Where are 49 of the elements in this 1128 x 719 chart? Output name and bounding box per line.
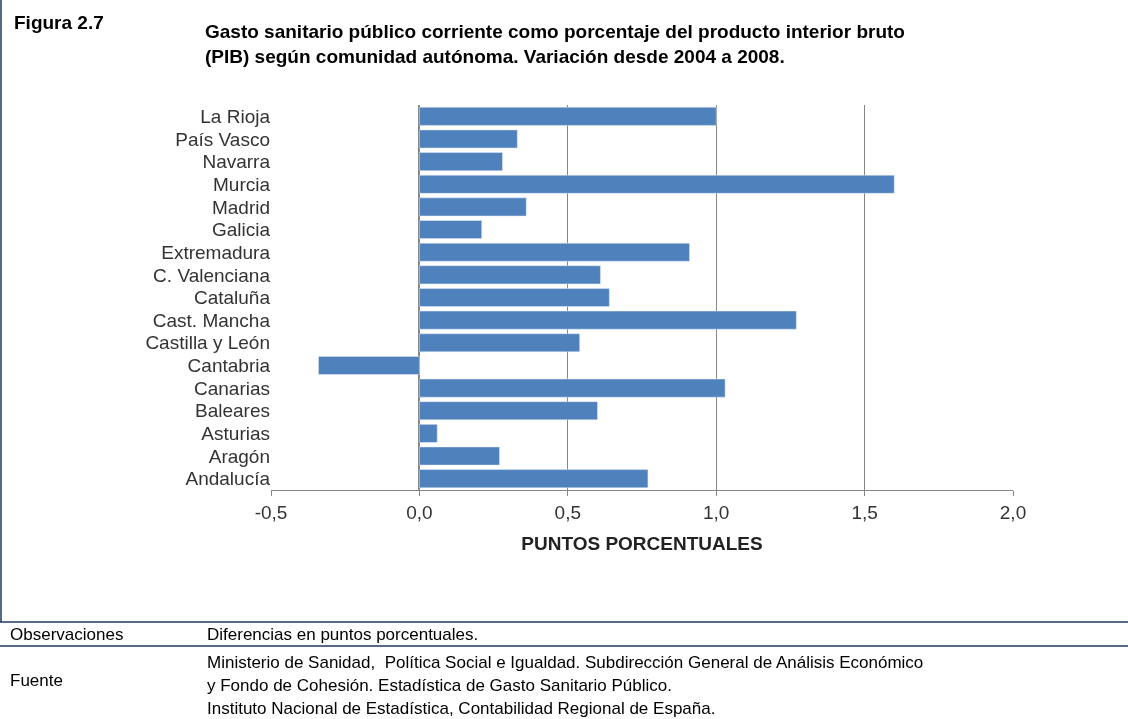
- text: Figura 2.7: [14, 12, 104, 33]
- y-tick-label: Castilla y León: [145, 332, 270, 354]
- y-tick-label: Andalucía: [185, 468, 271, 490]
- x-tick-label: -0,5: [254, 501, 288, 523]
- bar: [419, 288, 610, 307]
- y-tick-label: Cast. Mancha: [152, 309, 271, 331]
- text: Instituto Nacional de Estadística, Contabilidad Regional de España.: [207, 699, 716, 718]
- bar: [419, 107, 717, 126]
- x-tick-label: 0,5: [554, 501, 582, 523]
- y-tick-label: Aragón: [208, 445, 270, 467]
- bar: [419, 242, 690, 262]
- text: Fuente: [10, 671, 63, 690]
- chart-title: Gasto sanitario público corriente como porcentaje del producto interior bruto (PIB) según comunidad autónoma. Variación desde 2004 a 2008.: [205, 21, 905, 67]
- y-tick-label: Baleares: [195, 400, 270, 422]
- bar: [419, 401, 598, 421]
- bar: [419, 152, 503, 171]
- bar: [419, 174, 895, 194]
- bar: [419, 333, 580, 353]
- bar: [419, 424, 438, 443]
- text: y Fondo de Cohesión. Estadística de Gasto Sanitario Público.: [207, 676, 672, 695]
- y-tick-label: Galicia: [211, 219, 271, 241]
- x-tick-label: 2,0: [999, 501, 1027, 523]
- y-tick-label: Asturias: [201, 423, 270, 445]
- y-tick-label: Extremadura: [161, 241, 271, 263]
- x-tick-label: 0,0: [406, 501, 433, 523]
- y-tick-label: Cataluña: [193, 287, 271, 309]
- bar: [419, 310, 797, 330]
- bar: [419, 265, 601, 285]
- text: Observaciones: [10, 625, 124, 644]
- x-tick-label: 1,5: [851, 501, 878, 523]
- x-axis-title: PUNTOS PORCENTUALES: [521, 532, 763, 554]
- text: Ministerio de Sanidad, Política Social e Igualdad. Subdirección General de Análisis Económico: [207, 653, 924, 672]
- y-tick-label: Murcia: [212, 173, 271, 195]
- text: Diferencias en puntos porcentuales.: [207, 625, 479, 644]
- y-tick-label: Cantabria: [187, 355, 271, 377]
- bar: [419, 129, 518, 149]
- x-tick-label: 1,0: [702, 501, 730, 523]
- bar: [419, 378, 726, 398]
- bar: [419, 220, 482, 239]
- bar: [419, 197, 527, 217]
- bar: [419, 446, 500, 466]
- y-tick-label: Canarias: [193, 377, 270, 399]
- y-tick-label: La Rioja: [200, 105, 271, 127]
- y-tick-label: Navarra: [202, 151, 271, 173]
- y-tick-label: Madrid: [211, 196, 270, 218]
- bar: [318, 356, 420, 375]
- y-tick-label: C. Valenciana: [153, 264, 271, 286]
- y-tick-label: País Vasco: [175, 128, 270, 150]
- bar: [419, 469, 649, 488]
